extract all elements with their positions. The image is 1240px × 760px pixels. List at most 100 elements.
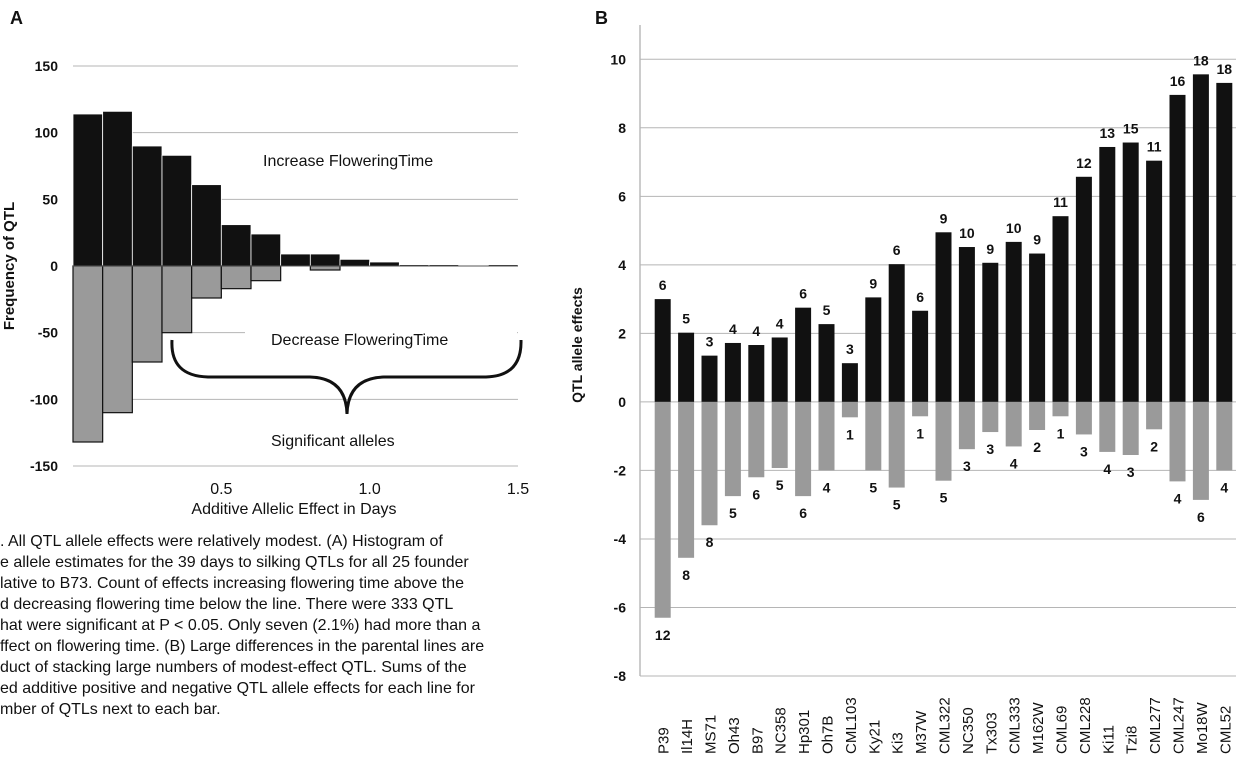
positive-effect-bar [1216,82,1233,402]
histogram-decrease-bar [309,265,341,271]
negative-qtl-count-label: 2 [1033,439,1041,455]
negative-effect-bar [678,401,695,558]
positive-effect-bar [1169,94,1186,402]
positive-effect-bar [701,355,718,402]
negative-effect-bar [748,401,765,478]
positive-qtl-count-label: 11 [1147,139,1162,155]
line-name-label: M162W [1030,701,1047,754]
positive-effect-bar [1075,176,1092,402]
negative-qtl-count-label: 1 [916,425,924,441]
positive-qtl-count-label: 10 [1006,220,1022,236]
decrease-annotation: Decrease FloweringTime [271,332,448,349]
histogram-increase-bar [309,253,341,267]
positive-qtl-count-label: 4 [729,321,737,337]
histogram-increase-bar [220,224,252,267]
positive-qtl-count-label: 9 [940,210,948,226]
histogram-decrease-bar [191,265,222,299]
histogram-x-axis-label: Additive Allelic Effect in Days [191,501,396,518]
negative-effect-bar [1192,401,1209,500]
line-name-label: CML277 [1147,697,1164,754]
panel-b-letter: B [595,8,608,28]
allele-effects-y-tick-label: 8 [618,120,626,136]
positive-effect-bar [818,324,835,402]
histogram-y-tick-label: -150 [30,458,58,474]
negative-effect-bar [1122,401,1139,456]
histogram-y-tick-label: -50 [38,325,58,341]
line-name-label: MS71 [703,715,720,754]
positive-effect-bar [935,232,952,402]
line-name-label: Tzi8 [1124,726,1141,754]
caption-line: hat were significant at P < 0.05. Only s… [0,617,481,634]
allele-effects-y-tick-label: 10 [610,51,626,67]
histogram-decrease-bar [161,265,193,334]
positive-effect-bar [678,332,695,402]
line-name-label: CML247 [1171,697,1188,754]
positive-qtl-count-label: 6 [799,286,807,302]
positive-qtl-count-label: 10 [959,225,975,241]
line-name-label: Mo18W [1194,701,1211,754]
positive-effect-bar [654,299,671,402]
histogram-y-tick-label: 0 [50,258,58,274]
positive-effect-bar [865,297,882,402]
positive-effect-bar [1029,253,1046,402]
positive-qtl-count-label: 4 [752,323,760,339]
positive-qtl-count-label: 6 [916,289,924,305]
histogram-increase-bar [72,113,104,267]
positive-qtl-count-label: 9 [986,241,994,257]
positive-effect-bar [1192,74,1209,402]
positive-qtl-count-label: 13 [1100,125,1116,141]
line-name-label: NC350 [960,707,977,754]
line-name-label: Il14H [679,719,696,754]
negative-effect-bar [982,401,999,433]
histogram-increase-bar [280,253,311,267]
significant-alleles-brace [170,339,523,415]
significant-annotation: Significant alleles [271,433,395,450]
positive-effect-bar [841,363,858,402]
allele-effects-y-tick-label: 6 [618,188,626,204]
line-name-label: P39 [656,727,673,754]
line-name-label: Oh43 [726,717,743,754]
negative-qtl-count-label: 4 [1103,461,1111,477]
positive-qtl-count-label: 4 [776,315,784,331]
caption-line: d decreasing flowering time below the li… [0,596,454,613]
positive-effect-bar [1099,146,1116,402]
line-name-label: CML322 [937,697,954,754]
negative-effect-bar [654,401,671,618]
line-name-label: Ki11 [1100,725,1117,754]
negative-qtl-count-label: 2 [1150,438,1158,454]
positive-effect-bar [982,262,999,402]
negative-effect-bar [841,401,858,418]
positive-effect-bar [1146,160,1163,402]
negative-qtl-count-label: 3 [1080,443,1088,459]
negative-qtl-count-label: 6 [799,505,807,521]
negative-qtl-count-label: 1 [846,426,854,442]
positive-qtl-count-label: 3 [846,341,854,357]
histogram-increase-bar [102,110,133,267]
negative-qtl-count-label: 4 [823,479,831,495]
allele-effects-y-tick-label: 2 [618,325,626,341]
histogram-decrease-bar [72,265,104,443]
negative-qtl-count-label: 1 [1057,425,1065,441]
negative-qtl-count-label: 3 [986,441,994,457]
caption-line: ffect on flowering time. (B) Large diffe… [0,638,485,655]
negative-qtl-count-label: 4 [1174,490,1182,506]
negative-effect-bar [1005,401,1022,447]
negative-effect-bar [1146,401,1163,430]
histogram-y-tick-label: 100 [35,125,59,141]
positive-qtl-count-label: 6 [659,277,667,293]
negative-qtl-count-label: 4 [1220,479,1228,495]
positive-qtl-count-label: 5 [823,302,831,318]
histogram-y-tick-label: 50 [42,191,58,207]
line-name-label: Tx303 [983,712,1000,754]
allele-effects-y-tick-label: 0 [618,394,626,410]
negative-qtl-count-label: 5 [940,490,948,506]
positive-effect-bar [1122,142,1139,402]
histogram-decrease-bar [220,265,252,290]
negative-qtl-count-label: 6 [752,486,760,502]
positive-qtl-count-label: 18 [1193,52,1209,68]
positive-qtl-count-label: 5 [682,311,690,327]
figure-caption: . All QTL allele effects were relatively… [0,531,584,720]
histogram-decrease-bar [102,265,133,414]
negative-qtl-count-label: 6 [1197,509,1205,525]
